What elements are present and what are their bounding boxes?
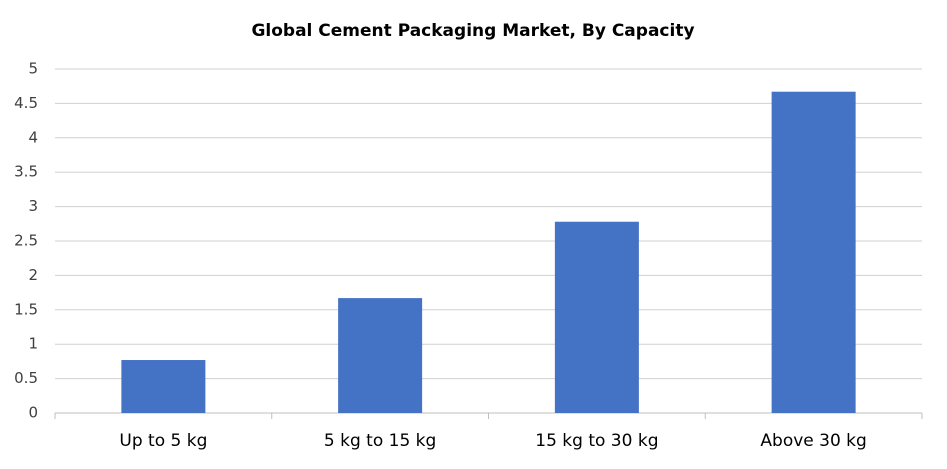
bar <box>121 360 206 413</box>
y-tick-label: 3.5 <box>14 163 38 181</box>
y-tick-label: 0.5 <box>14 369 38 387</box>
x-tick-label: Up to 5 kg <box>119 431 207 451</box>
y-tick-label: 2 <box>28 266 38 284</box>
y-tick-label: 5 <box>28 60 38 78</box>
bar <box>554 221 639 413</box>
chart-title: Global Cement Packaging Market, By Capac… <box>251 21 694 41</box>
y-tick-label: 3 <box>28 197 38 215</box>
y-tick-label: 1.5 <box>14 300 38 318</box>
x-tick-label: 15 kg to 30 kg <box>535 431 658 451</box>
x-tick-label: 5 kg to 15 kg <box>324 431 436 451</box>
y-tick-label: 0 <box>28 404 38 422</box>
y-tick-label: 4.5 <box>14 94 38 112</box>
bar <box>338 298 423 413</box>
y-tick-label: 2.5 <box>14 232 38 250</box>
x-tick-label: Above 30 kg <box>760 431 866 451</box>
y-tick-label: 1 <box>28 335 38 353</box>
y-tick-label: 4 <box>28 128 38 146</box>
bar <box>771 91 856 413</box>
